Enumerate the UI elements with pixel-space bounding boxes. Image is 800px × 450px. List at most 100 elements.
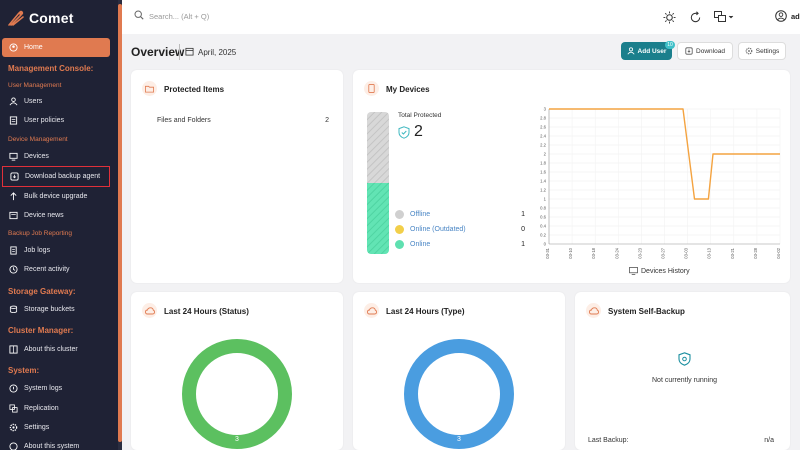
section-storage-gateway: Storage Gateway:: [8, 287, 76, 296]
sidebar-item-download-backup-agent[interactable]: Download backup agent: [2, 166, 110, 187]
header-divider: [179, 44, 180, 60]
sidebar-item-home[interactable]: Home: [2, 38, 110, 57]
download-icon: [685, 47, 693, 55]
legend-label: Offline: [410, 211, 431, 218]
download-label: Download: [696, 47, 725, 55]
card-title: Protected Items: [164, 85, 225, 94]
system-logs-icon: [8, 384, 18, 394]
sidebar-item-label: Device news: [24, 212, 64, 219]
sidebar-item-bulk-device-upgrade[interactable]: Bulk device upgrade: [2, 187, 110, 206]
sidebar-item-about-system[interactable]: About this system: [2, 437, 110, 450]
x-tick-label: 03-18: [591, 247, 596, 258]
sidebar-item-users[interactable]: Users: [2, 92, 110, 111]
my-devices-card: My Devices Total Protected 2 Offline 1 O…: [353, 70, 790, 283]
sidebar-item-label: Recent activity: [24, 266, 70, 273]
policy-icon: [8, 116, 18, 126]
app-name: Comet: [29, 10, 74, 26]
add-user-badge: 10: [665, 41, 675, 49]
user-icon: [8, 97, 18, 107]
home-icon: [8, 43, 18, 53]
search-input[interactable]: Search... (Alt + Q): [134, 10, 209, 22]
date-picker[interactable]: April, 2025: [185, 47, 236, 58]
calendar-icon: [185, 47, 194, 58]
logo[interactable]: Comet: [7, 8, 74, 28]
y-tick-label: 2.6: [540, 125, 546, 130]
sidebar-item-label: Home: [24, 44, 43, 51]
x-tick-label: 04-02: [776, 247, 781, 258]
sidebar-item-label: Devices: [24, 153, 49, 160]
sidebar-item-about-cluster[interactable]: About this cluster: [2, 340, 110, 359]
last-24h-type-card: Last 24 Hours (Type) 3: [353, 292, 565, 450]
sidebar-item-replication[interactable]: Replication: [2, 399, 110, 418]
devices-history-label[interactable]: Devices History: [629, 267, 690, 275]
sidebar-item-devices[interactable]: Devices: [2, 147, 110, 166]
upgrade-icon: [8, 192, 18, 202]
section-system: System:: [8, 366, 40, 375]
scrollbar-thumb[interactable]: [118, 4, 122, 442]
theme-toggle-sun-icon[interactable]: [662, 10, 676, 24]
protected-item-row[interactable]: Files and Folders 2: [157, 117, 329, 124]
legend-count: 0: [521, 226, 525, 233]
y-tick-label: 0.4: [540, 224, 546, 229]
cluster-icon: [8, 345, 18, 355]
sidebar-item-recent-activity[interactable]: Recent activity: [2, 260, 110, 279]
user-menu[interactable]: admin: [775, 10, 800, 22]
shield-icon: [678, 352, 691, 366]
sidebar-item-job-logs[interactable]: Job logs: [2, 241, 110, 260]
y-tick-label: 0.2: [540, 233, 546, 238]
legend-online-outdated[interactable]: Online (Outdated) 0: [395, 225, 525, 234]
subsection-user-management: User Management: [8, 82, 62, 89]
protected-items-card: Protected Items Files and Folders 2: [131, 70, 343, 283]
y-tick-label: 0.6: [540, 215, 546, 220]
last-backup-row: Last Backup: n/a: [588, 437, 774, 444]
sidebar-scrollbar[interactable]: [118, 0, 122, 450]
x-tick-label: 03-13: [707, 247, 712, 258]
legend-online[interactable]: Online 1: [395, 240, 525, 249]
bucket-icon: [8, 305, 18, 315]
y-tick-label: 0.8: [540, 206, 546, 211]
subsection-backup-job-reporting: Backup Job Reporting: [8, 230, 72, 237]
sidebar-item-user-policies[interactable]: User policies: [2, 111, 110, 130]
legend-count: 1: [521, 211, 525, 218]
x-tick-label: 03-24: [614, 247, 619, 258]
cloud-sync-icon: [364, 303, 379, 318]
y-tick-label: 1.8: [540, 161, 546, 166]
self-backup-card: System Self-Backup Not currently running…: [575, 292, 790, 450]
x-tick-label: 03-10: [568, 247, 573, 258]
add-user-button[interactable]: Add User: [621, 42, 672, 60]
type-donut-chart: 3: [404, 339, 514, 449]
comet-logo-icon: [8, 10, 24, 26]
topbar: Search... (Alt + Q) admin: [122, 0, 800, 34]
sidebar-item-storage-buckets[interactable]: Storage buckets: [2, 300, 110, 319]
cloud-sync-icon: [142, 303, 157, 318]
protected-item-count: 2: [325, 117, 329, 124]
card-title: My Devices: [386, 85, 430, 94]
info-icon: [8, 442, 18, 450]
news-icon: [8, 211, 18, 221]
self-backup-status-text: Not currently running: [652, 377, 717, 384]
refresh-icon[interactable]: [688, 10, 702, 24]
sidebar-item-label: About this cluster: [24, 346, 78, 353]
y-tick-label: 1: [544, 197, 547, 202]
legend-offline[interactable]: Offline 1: [395, 210, 525, 219]
status-dot: [395, 240, 404, 249]
search-icon: [134, 10, 144, 22]
sidebar-item-label: System logs: [24, 385, 63, 392]
clock-icon: [8, 265, 18, 275]
sidebar-item-label: User policies: [24, 117, 65, 124]
date-label: April, 2025: [198, 48, 237, 57]
sidebar-item-device-news[interactable]: Device news: [2, 206, 110, 225]
shield-check-icon: [398, 125, 410, 139]
protected-item-label: Files and Folders: [157, 117, 211, 124]
last-backup-label: Last Backup:: [588, 437, 629, 444]
sidebar-item-system-logs[interactable]: System logs: [2, 379, 110, 398]
settings-button[interactable]: Settings: [738, 42, 786, 60]
device-icon: [364, 81, 379, 96]
sidebar-item-settings[interactable]: Settings: [2, 418, 110, 437]
sidebar-item-label: About this system: [24, 443, 80, 450]
download-button[interactable]: Download: [677, 42, 733, 60]
device-status-bar: [367, 112, 389, 254]
language-menu-icon[interactable]: [713, 10, 735, 24]
sidebar-item-label: Replication: [24, 405, 59, 412]
x-tick-label: 03-03: [684, 247, 689, 258]
